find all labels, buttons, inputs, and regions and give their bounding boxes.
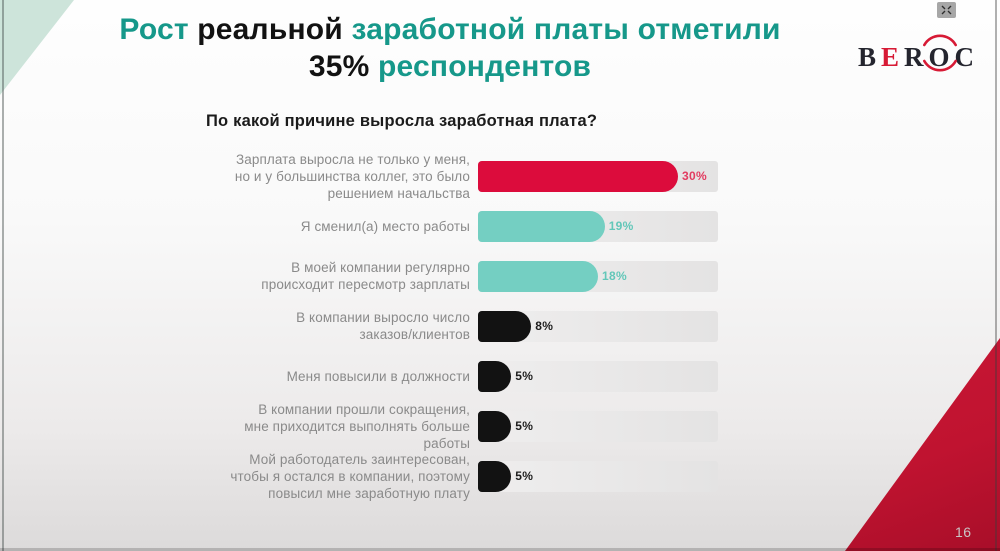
logo-letter: R [904,41,929,72]
chart-row: В моей компании регулярно происходит пер… [202,251,762,301]
bar-track: 18% [478,260,718,292]
chart-row: Меня повысили в должности 5% [202,351,762,401]
logo-letter: E [881,41,905,72]
bar [478,260,598,292]
chart-title: По какой причине выросла заработная плат… [206,112,598,130]
bar-value-label: 19% [608,219,634,233]
bar-value-label: 5% [515,469,534,483]
logo-letter: B [858,41,882,72]
logo-letter-o-wrap: O [922,34,957,73]
page-number: 16 [955,524,972,540]
bar-track: 5% [478,460,718,492]
logo-letter: C [954,41,980,72]
bar-category-label: В моей компании регулярно происходит пер… [261,260,470,292]
chart-row: Мой работодатель заинтересован, чтобы я … [202,451,762,501]
chart-rows: Зарплата выросла не только у меня, но и … [202,151,762,501]
bar-value-label: 5% [515,369,534,383]
chart-row: В компании прошли сокращения, мне приход… [202,401,762,451]
bar-track: 5% [478,360,718,392]
title-segment: респондентов [378,50,592,83]
logo-letter: O [928,41,955,72]
bar-track: 30% [478,160,718,192]
title-segment: 35% [308,50,378,83]
bar-value-label: 8% [535,319,554,333]
chart-row: В компании выросло число заказов/клиенто… [202,301,762,351]
bar-category-label: Я сменил(а) место работы [300,218,470,234]
beroc-logo: B E R O C [858,34,980,74]
red-corner-decoration [845,338,1000,551]
bar-category-label: Мой работодатель заинтересован, чтобы я … [230,451,470,501]
bar-value-label: 30% [682,169,707,183]
bar-category-label: Зарплата выросла не только у меня, но и … [234,151,470,201]
bar-track: 5% [478,410,718,442]
bar-category-label: В компании выросло число заказов/клиенто… [296,310,470,342]
bar [478,360,512,392]
bar [478,460,512,492]
bar-track: 8% [478,310,718,342]
bar-value-label: 5% [515,419,534,433]
bar [478,310,532,342]
bar-category-label: Меня повысили в должности [286,368,470,384]
bar-category-label: В компании прошли сокращения, мне приход… [244,401,470,451]
video-overlay-button[interactable] [937,2,956,18]
title-segment: реальной [197,13,352,46]
slide-title: Рост реальной заработной платы отметили … [55,11,845,85]
title-segment: Рост [119,13,198,46]
chart-row: Зарплата выросла не только у меня, но и … [202,151,762,201]
title-segment: заработной платы отметили [351,13,781,46]
bar-track: 19% [478,210,718,242]
bar [478,160,678,192]
compress-arrows-icon [941,5,952,15]
chart-row: Я сменил(а) место работы 19% [202,201,762,251]
bar [478,210,605,242]
bar [478,410,512,442]
bar-chart: По какой причине выросла заработная плат… [202,112,762,501]
bar-value-label: 18% [602,269,627,283]
